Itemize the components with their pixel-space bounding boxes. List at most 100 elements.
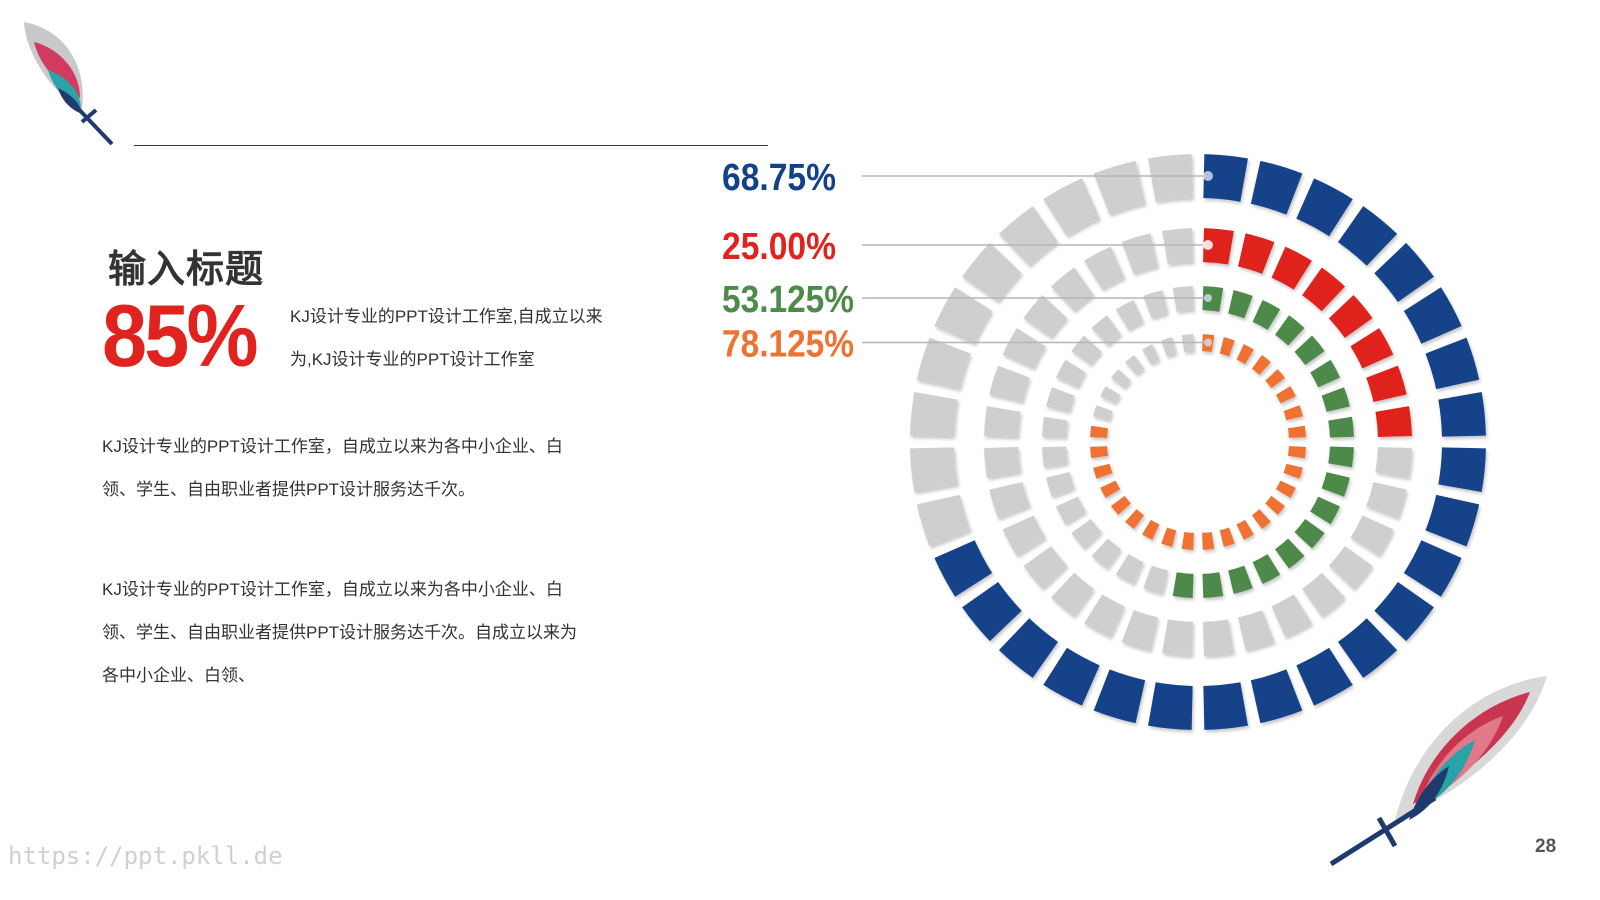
lead-text: KJ设计专业的PPT设计工作室,自成立以来为,KJ设计专业的PPT设计工作室 [290, 307, 603, 369]
ring-1-segment-2 [1250, 160, 1303, 215]
ring-2-segment-9 [1375, 447, 1412, 478]
ring-3-segment-8 [1328, 416, 1354, 438]
ring-3-segment-18 [1143, 565, 1168, 594]
ring-1-segment-21 [962, 581, 1022, 642]
ring-1-segment-11 [1403, 540, 1462, 597]
ring-2-segment-22 [1002, 515, 1046, 556]
ring-2-segment-19 [1084, 594, 1125, 638]
ring-1-segment-10 [1425, 494, 1480, 547]
ring-3-segment-10 [1321, 472, 1350, 497]
percentage-label-1: 68.75% [722, 157, 836, 199]
ring-3-segment-16 [1202, 572, 1224, 598]
ring-3-segment-30 [1115, 299, 1144, 330]
ring-1-segment-23 [916, 494, 971, 547]
ring-1-segment-26 [916, 337, 971, 390]
ring-2-segment-8 [1375, 406, 1412, 437]
ring-2-segment-1 [1203, 228, 1234, 265]
ring-1-segment-30 [1043, 178, 1100, 237]
ring-4-segment-29 [1125, 354, 1145, 375]
ring-3-segment-27 [1055, 359, 1086, 388]
ring-3-segment-11 [1310, 496, 1341, 525]
ring-4-segment-12 [1265, 495, 1286, 515]
ring-3-segment-3 [1252, 299, 1281, 330]
feather-decoration-top-icon [24, 22, 114, 146]
ring-3-segment-4 [1275, 315, 1305, 346]
ring-2-segment-3 [1271, 246, 1312, 290]
ring-1-segment-15 [1250, 669, 1303, 724]
feather-decoration-bottom-icon [1329, 676, 1547, 867]
ring-2-segment-4 [1302, 267, 1346, 312]
ring-4-segment-16 [1202, 531, 1215, 550]
title-divider [134, 145, 768, 146]
ring-3-segment-6 [1310, 359, 1341, 388]
body-paragraph-1: KJ设计专业的PPT设计工作室，自成立以来为各中小企业、白领、学生、自由职业者提… [102, 437, 563, 499]
ring-2-segment-20 [1050, 572, 1094, 617]
ring-1-segment-29 [998, 206, 1059, 266]
watermark-url: https://ppt.pkll.de [8, 842, 283, 870]
ring-2-segment-15 [1238, 610, 1275, 651]
ring-4-segment-18 [1161, 527, 1177, 547]
ring-4-segment-4 [1251, 354, 1271, 375]
highlight-percentage: 85% [102, 286, 259, 385]
ring-4-segment-3 [1236, 344, 1254, 365]
ring-3-segment-23 [1046, 472, 1075, 497]
leader-dot-3 [1204, 294, 1212, 302]
ring-1-segment-16 [1203, 682, 1248, 730]
ring-2-segment-6 [1350, 328, 1394, 369]
leader-dot-1 [1203, 171, 1213, 181]
ring-4-segment-25 [1090, 425, 1109, 438]
ring-4-segment-7 [1283, 405, 1303, 421]
leader-dot-2 [1203, 240, 1213, 250]
ring-1-segment-32 [1148, 154, 1193, 202]
percentage-label-4: 78.125% [722, 324, 854, 366]
ring-1-segment-24 [910, 447, 958, 492]
ring-1-segment-9 [1438, 447, 1486, 492]
ring-2-segment-5 [1328, 294, 1373, 338]
ring-2-segment-14 [1271, 594, 1312, 638]
ring-4-segment-10 [1283, 463, 1303, 479]
ring-1-segment-20 [998, 618, 1059, 678]
ring-2-segment-12 [1328, 546, 1373, 590]
ring-4-segment-28 [1110, 369, 1131, 389]
leader-dot-4 [1204, 338, 1212, 347]
ring-3-segment-9 [1328, 446, 1354, 468]
ring-3-segment-22 [1055, 496, 1086, 525]
ring-4-segment-6 [1275, 386, 1296, 404]
ring-1-segment-12 [1374, 581, 1434, 642]
ring-3-segment-21 [1071, 519, 1102, 549]
ring-2-segment-13 [1302, 572, 1346, 617]
ring-3-segment-31 [1143, 290, 1168, 319]
ring-2-segment-27 [1002, 328, 1046, 369]
ring-3-segment-15 [1228, 565, 1253, 594]
ring-1-segment-1 [1203, 154, 1248, 202]
ring-2-segment-18 [1121, 610, 1158, 651]
ring-4-segment-23 [1093, 463, 1113, 479]
ring-1-segment-31 [1093, 160, 1146, 215]
ring-2-segment-26 [989, 365, 1030, 402]
ring-3-segment-14 [1252, 554, 1281, 585]
ring-3-segment-29 [1091, 315, 1121, 346]
ring-4-segment-5 [1265, 369, 1286, 389]
body-paragraph-2: KJ设计专业的PPT设计工作室，自成立以来为各中小企业、白领、学生、自由职业者提… [102, 580, 578, 685]
ring-2-segment-21 [1023, 546, 1068, 590]
percentage-label-3: 53.125% [722, 279, 854, 321]
ring-2-segment-31 [1121, 233, 1158, 274]
ring-4-segment-17 [1181, 531, 1194, 550]
page-number: 28 [1535, 836, 1557, 857]
percentage-label-2: 25.00% [722, 226, 836, 268]
ring-3-segment-2 [1228, 290, 1253, 319]
ring-4-segment-27 [1100, 386, 1121, 404]
ring-1-segment-7 [1425, 337, 1480, 390]
ring-4-segment-2 [1219, 337, 1235, 357]
ring-3-segment-12 [1294, 519, 1325, 549]
ring-4-segment-11 [1275, 480, 1296, 498]
ring-1-segment-17 [1148, 682, 1193, 730]
ring-4-segment-19 [1142, 519, 1160, 540]
ring-2-segment-17 [1162, 619, 1193, 656]
ring-1-segment-13 [1337, 618, 1398, 678]
ring-2-segment-24 [984, 447, 1021, 478]
ring-3-segment-13 [1275, 538, 1305, 569]
ring-4-segment-21 [1110, 495, 1131, 515]
ring-1-segment-4 [1337, 206, 1398, 266]
